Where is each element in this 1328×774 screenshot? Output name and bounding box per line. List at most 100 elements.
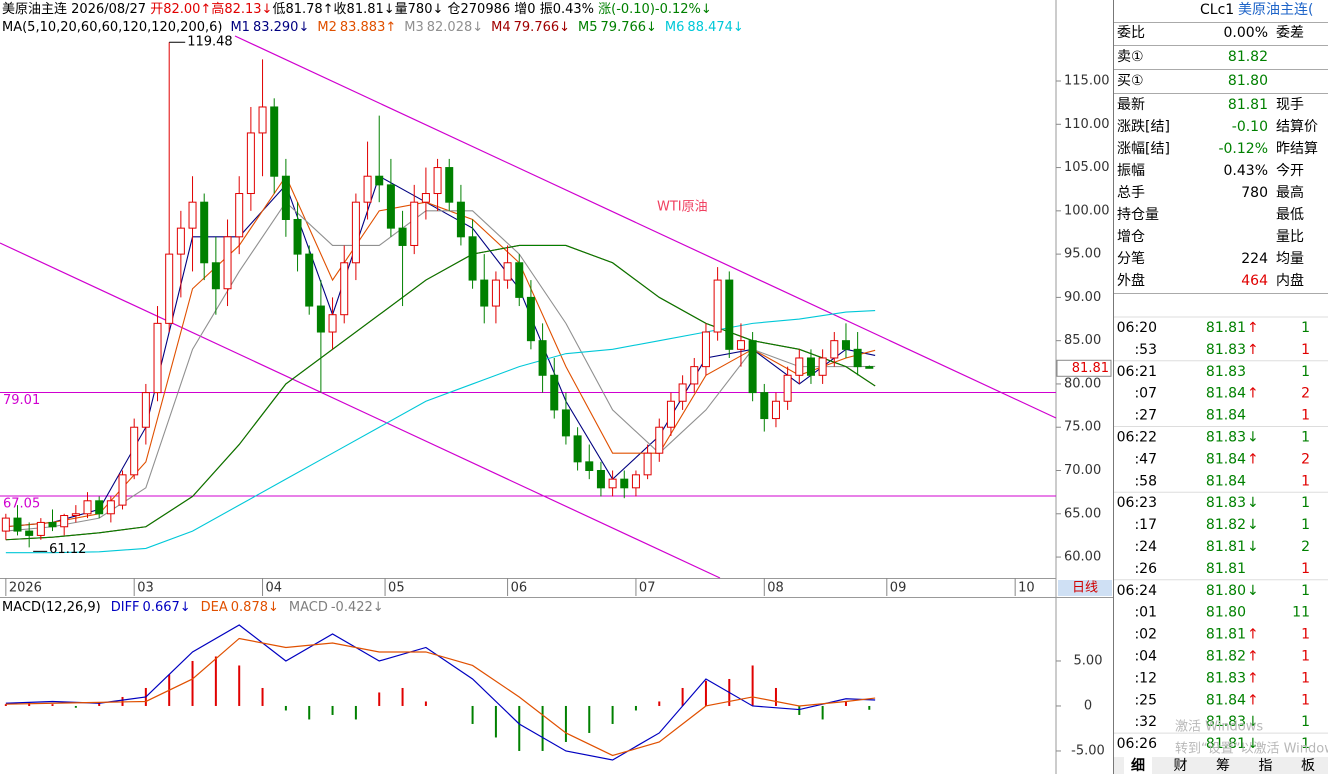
- candle-body: [200, 201, 209, 264]
- candle-body: [585, 461, 594, 472]
- tab[interactable]: 细: [1131, 757, 1145, 774]
- candle-body: [246, 132, 255, 195]
- candle-body: [725, 279, 734, 350]
- info-bar: 美原油主连 2026/08/27 开82.00↑高82.13↓低81.78↑收8…: [2, 1, 712, 17]
- candle-body: [515, 262, 524, 298]
- tick-volume: 1: [1301, 670, 1310, 686]
- candle-body: [410, 201, 419, 246]
- tab[interactable]: 筹: [1216, 757, 1230, 774]
- row-label2: 内盘: [1276, 272, 1304, 289]
- candle-body: [71, 513, 80, 517]
- macd-line: [5, 637, 876, 757]
- tick-price: 81.84: [1206, 451, 1246, 467]
- tick-price: 81.84: [1206, 473, 1246, 489]
- tick-arrow: ↓: [1247, 430, 1259, 446]
- tick-volume: 1: [1301, 561, 1310, 577]
- candle-body: [340, 262, 349, 316]
- quote-name: 美原油主连(: [1238, 2, 1313, 18]
- legend-name: M4: [491, 20, 511, 35]
- tick-arrow: ↑: [1247, 670, 1259, 686]
- y-tick-label: 65.00: [1064, 506, 1101, 521]
- candle-body: [13, 517, 22, 532]
- row-label2: 均量: [1276, 251, 1304, 267]
- high-label: 119.48: [187, 35, 233, 50]
- tick-price: 81.84: [1206, 386, 1246, 402]
- candle-body: [328, 314, 337, 333]
- y-tick-label: 95.00: [1064, 247, 1101, 262]
- tick-time: :26: [1134, 561, 1157, 577]
- tick-volume: 11: [1292, 605, 1310, 621]
- level-label: 67.05: [3, 497, 40, 512]
- candle-body: [445, 167, 454, 203]
- y-tick-label: 5.00: [1074, 653, 1103, 668]
- tick-volume: 2: [1301, 386, 1310, 402]
- info-item: 2026/08/27: [67, 2, 150, 17]
- info-item: 开82.00↑: [150, 2, 211, 17]
- tick-time: 06:26: [1117, 736, 1157, 752]
- row-value: 81.81: [1228, 97, 1268, 113]
- tick-price: 81.83: [1206, 430, 1246, 446]
- row-label: 涨幅[结]: [1117, 141, 1170, 157]
- tick-arrow: ↓: [1247, 736, 1259, 752]
- y-tick-label: 60.00: [1064, 550, 1101, 565]
- tick-time: 06:20: [1117, 320, 1157, 336]
- tick-arrow: ↓: [1247, 495, 1259, 511]
- candle-body: [48, 521, 57, 528]
- row-value: 81.82: [1228, 49, 1268, 65]
- legend-name: M2: [317, 20, 337, 35]
- price-chart: 115.00 110.00 105.00 100.00 95.00 90.00 85.00 8…: [0, 35, 1112, 596]
- ma-legend: MA(5,10,20,60,60,120,120,200,6) M1 83.290↓…: [2, 20, 744, 35]
- tick-time: :32: [1134, 714, 1157, 730]
- y-tick-label: 0: [1084, 698, 1092, 713]
- legend-value: 0.878↓: [231, 600, 279, 615]
- legend-value: 83.290↓: [253, 20, 309, 35]
- row-value: 464: [1241, 273, 1268, 289]
- candle-body: [235, 193, 244, 238]
- tick-time: 06:24: [1117, 583, 1157, 599]
- row-label: 增仓: [1117, 229, 1145, 245]
- tick-arrow: ↑: [1247, 386, 1259, 402]
- tick-volume: 1: [1301, 692, 1310, 708]
- period-button-bg[interactable]: [1058, 580, 1112, 596]
- ma-label: MA(5,10,20,60,60,120,120,200,6): [2, 20, 222, 35]
- watermark: 转到“设置”以激活 Windows。: [1175, 742, 1328, 757]
- candle-body: [316, 305, 325, 333]
- tick-price: 81.80: [1206, 583, 1246, 599]
- x-tick-label: 10: [1018, 581, 1035, 596]
- y-tick-label: 90.00: [1064, 290, 1101, 305]
- tick-price: 81.83: [1206, 364, 1246, 380]
- ma-line: [5, 201, 876, 532]
- tab[interactable]: 板: [1301, 758, 1315, 774]
- candle-body: [83, 500, 92, 515]
- last-price-box: [1056, 359, 1112, 377]
- tick-time: :17: [1134, 517, 1157, 533]
- tick-arrow: ↑: [1247, 627, 1259, 643]
- tab-bar: [1114, 757, 1328, 774]
- row-label: 振幅: [1117, 163, 1145, 179]
- row-value: 81.80: [1228, 73, 1268, 89]
- tick-arrow: ↑: [1247, 342, 1259, 358]
- y-tick-label: 100.00: [1064, 203, 1110, 218]
- legend-name: M6: [665, 20, 685, 35]
- last-price: 81.81: [1072, 361, 1109, 376]
- x-tick-label: 09: [890, 581, 907, 596]
- candle-body: [620, 478, 629, 489]
- period-button[interactable]: 日线: [1072, 581, 1098, 596]
- macd-legend: MACD(12,26,9) DIFF 0.667↓ DEA 0.878↓ MACD -0.4…: [2, 600, 384, 615]
- tick-volume: 2: [1301, 451, 1310, 467]
- tab[interactable]: 财: [1174, 758, 1188, 774]
- tick-price: 81.83: [1206, 342, 1246, 358]
- tick-time: :24: [1134, 539, 1157, 555]
- info-item: 仓270986: [443, 2, 514, 17]
- tick-price: 81.83: [1206, 495, 1246, 511]
- tick-price: 81.83: [1206, 714, 1246, 730]
- info-item: 低81.78↑: [272, 2, 333, 17]
- info-item: 美原油主连: [2, 1, 67, 17]
- row-value: 224: [1241, 251, 1268, 267]
- candle-body: [550, 374, 559, 411]
- tab[interactable]: 指: [1259, 758, 1273, 774]
- y-tick-label: 85.00: [1064, 333, 1101, 348]
- tick-price: 81.82: [1206, 649, 1246, 665]
- candle-body: [36, 521, 45, 536]
